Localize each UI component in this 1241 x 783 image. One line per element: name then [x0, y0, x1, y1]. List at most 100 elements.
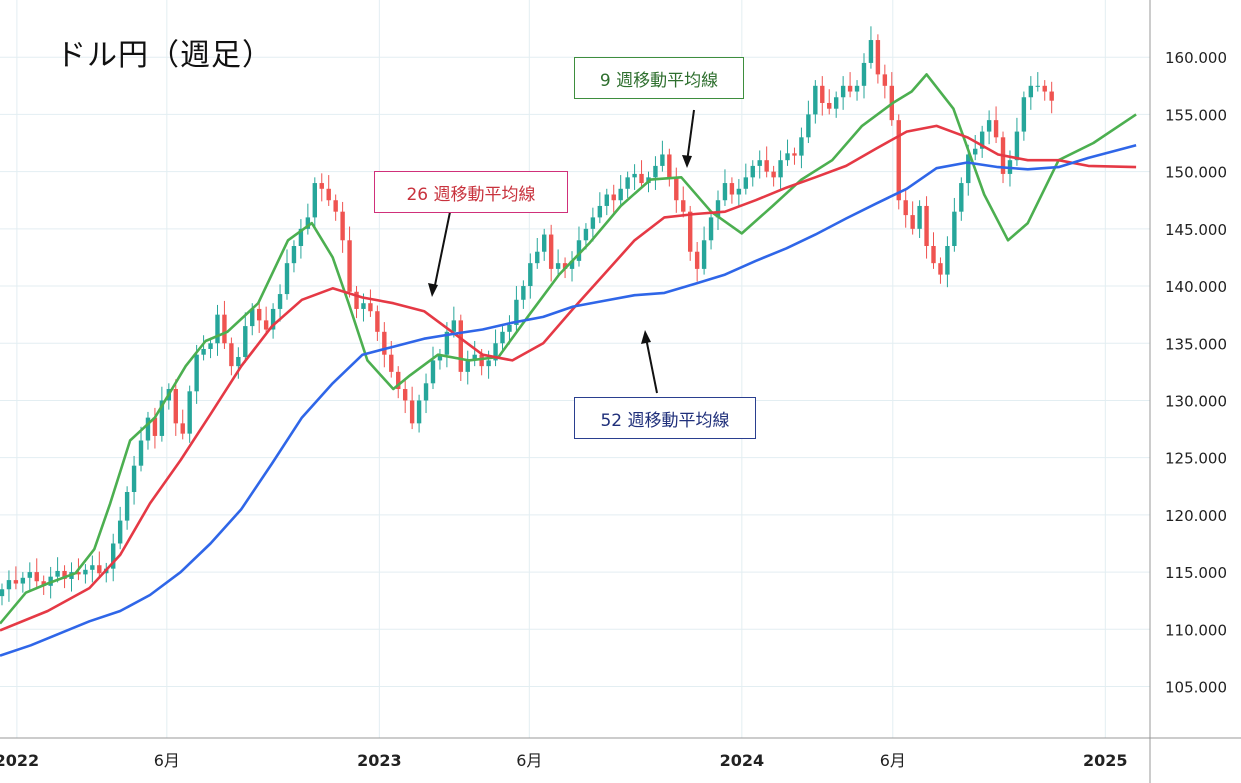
candle-body: [236, 356, 241, 367]
candle-body: [708, 217, 714, 241]
candle-body: [0, 589, 5, 597]
candle-body: [173, 389, 178, 424]
candle-body: [966, 154, 971, 184]
arrow-ma52-head: [641, 330, 651, 344]
candle-body: [243, 326, 248, 357]
candle-body: [361, 303, 366, 309]
candle-body: [750, 165, 755, 178]
candle-body: [840, 85, 846, 98]
x-tick-label: 2024: [720, 751, 765, 770]
ma9-line: [0, 73, 1137, 625]
candle-body: [715, 200, 721, 218]
y-tick-label: 135.000: [1165, 335, 1227, 353]
candle-body: [639, 173, 644, 184]
candle-body: [340, 211, 345, 241]
ma9-label: 9 週移動平均線: [574, 57, 744, 99]
candle-body: [319, 183, 324, 189]
y-tick-label: 155.000: [1165, 106, 1227, 124]
candle-body: [1028, 85, 1034, 98]
candle-body: [618, 188, 623, 201]
candle-body: [159, 400, 165, 436]
candle-body: [201, 348, 206, 355]
x-tick-label: 2022: [0, 751, 39, 770]
candle-body: [993, 120, 999, 138]
arrow-ma9-head: [682, 155, 692, 168]
candle-body: [555, 263, 561, 269]
candle-body: [34, 572, 39, 582]
y-tick-label: 120.000: [1165, 507, 1227, 525]
candle-body: [83, 569, 88, 575]
candle-body: [138, 440, 144, 466]
candle-body: [493, 343, 498, 361]
x-tick-label: 2023: [357, 751, 402, 770]
candle-body: [861, 62, 867, 86]
candle-body: [402, 389, 408, 401]
candle-body: [131, 465, 137, 492]
candle-body: [333, 200, 338, 212]
candle-body: [548, 234, 554, 269]
candle-body: [660, 154, 665, 166]
candle-body: [13, 580, 19, 584]
candle-body: [736, 188, 742, 195]
candle-body: [632, 173, 637, 178]
candle-body: [778, 160, 783, 178]
candle-body: [611, 194, 616, 201]
ma52-line: [0, 144, 1137, 657]
candle-body: [396, 371, 401, 390]
candle-body: [931, 246, 936, 264]
x-tick-label: 6月: [154, 751, 180, 770]
candle-body: [27, 572, 32, 578]
candle-body: [389, 354, 394, 372]
y-tick-label: 160.000: [1165, 49, 1227, 67]
candle-body: [743, 177, 749, 189]
ma26-label: 26 週移動平均線: [374, 171, 568, 213]
candle-body: [806, 114, 811, 138]
candle-body: [6, 580, 12, 590]
candle-body: [354, 291, 359, 309]
candle-body: [326, 188, 331, 201]
candle-body: [535, 251, 540, 264]
candle-body: [500, 331, 505, 344]
y-tick-label: 130.000: [1165, 392, 1227, 410]
candle-body: [111, 543, 116, 569]
candle-body: [215, 314, 220, 344]
candle-body: [847, 85, 853, 92]
candle-body: [305, 217, 311, 229]
candle-body: [569, 260, 575, 269]
candle-body: [597, 205, 603, 218]
candlesticks: [0, 26, 1054, 606]
candle-body: [576, 240, 582, 261]
ma52-label: 52 週移動平均線: [574, 397, 756, 439]
candle-body: [653, 165, 658, 178]
candle-body: [382, 331, 387, 355]
candle-body: [896, 120, 901, 201]
candle-body: [409, 400, 415, 424]
candle-body: [76, 572, 81, 575]
candle-body: [514, 299, 519, 325]
candle-body: [1042, 85, 1047, 92]
candle-body: [222, 314, 227, 344]
candle-body: [430, 360, 436, 384]
y-tick-label: 115.000: [1165, 564, 1227, 582]
candle-body: [423, 383, 429, 401]
candle-body: [854, 85, 860, 92]
candle-body: [827, 102, 832, 109]
candle-body: [41, 581, 46, 586]
candle-body: [681, 200, 686, 212]
candle-body: [792, 153, 797, 156]
candle-body: [62, 570, 67, 579]
arrow-ma9: [686, 109, 695, 163]
candle-body: [542, 234, 547, 252]
candle-body: [194, 354, 199, 392]
candle-body: [521, 286, 526, 300]
candle-body: [486, 360, 491, 367]
candle-body: [910, 215, 915, 229]
candle-body: [263, 320, 269, 330]
candle-body: [124, 492, 130, 521]
candle-body: [229, 343, 234, 367]
candle-body: [799, 137, 804, 156]
candle-body: [813, 85, 818, 115]
candle-body: [604, 194, 609, 206]
candle-body: [375, 311, 380, 332]
